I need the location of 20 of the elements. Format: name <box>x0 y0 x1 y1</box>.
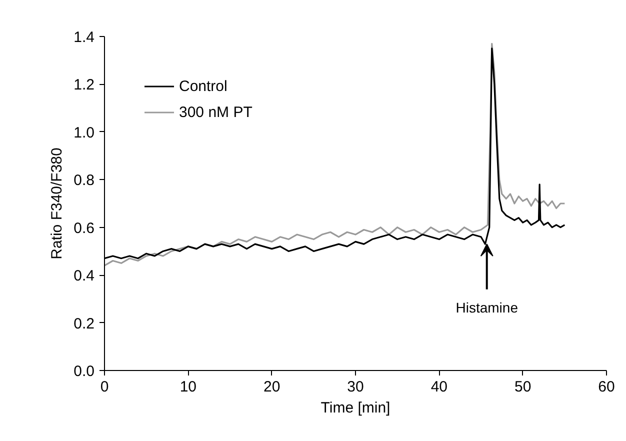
x-tick-label: 60 <box>598 378 615 396</box>
y-tick-label: 0.0 <box>74 363 95 380</box>
y-tick-label: 1.4 <box>74 29 95 46</box>
x-axis-title: Time [min] <box>320 400 390 416</box>
y-tick-label: 1.2 <box>74 76 95 94</box>
y-tick-label: 0.2 <box>74 315 95 332</box>
x-tick-label: 30 <box>347 378 364 396</box>
x-tick-label: 40 <box>430 378 448 396</box>
y-tick-label: 0.8 <box>74 172 95 190</box>
x-tick-label: 0 <box>100 378 109 396</box>
x-tick-label: 10 <box>180 378 197 396</box>
x-tick-label: 20 <box>263 378 280 396</box>
legend-label: 300 nM PT <box>179 104 252 120</box>
legend-label: Control <box>179 78 228 94</box>
y-tick-label: 0.6 <box>74 220 95 237</box>
y-tick-label: 0.4 <box>74 268 95 285</box>
y-tick-label: 1.0 <box>74 124 95 142</box>
y-axis-title: Ratio F340/F380 <box>48 148 66 260</box>
annotation: Histamine <box>456 300 518 316</box>
x-tick-label: 50 <box>514 378 532 396</box>
